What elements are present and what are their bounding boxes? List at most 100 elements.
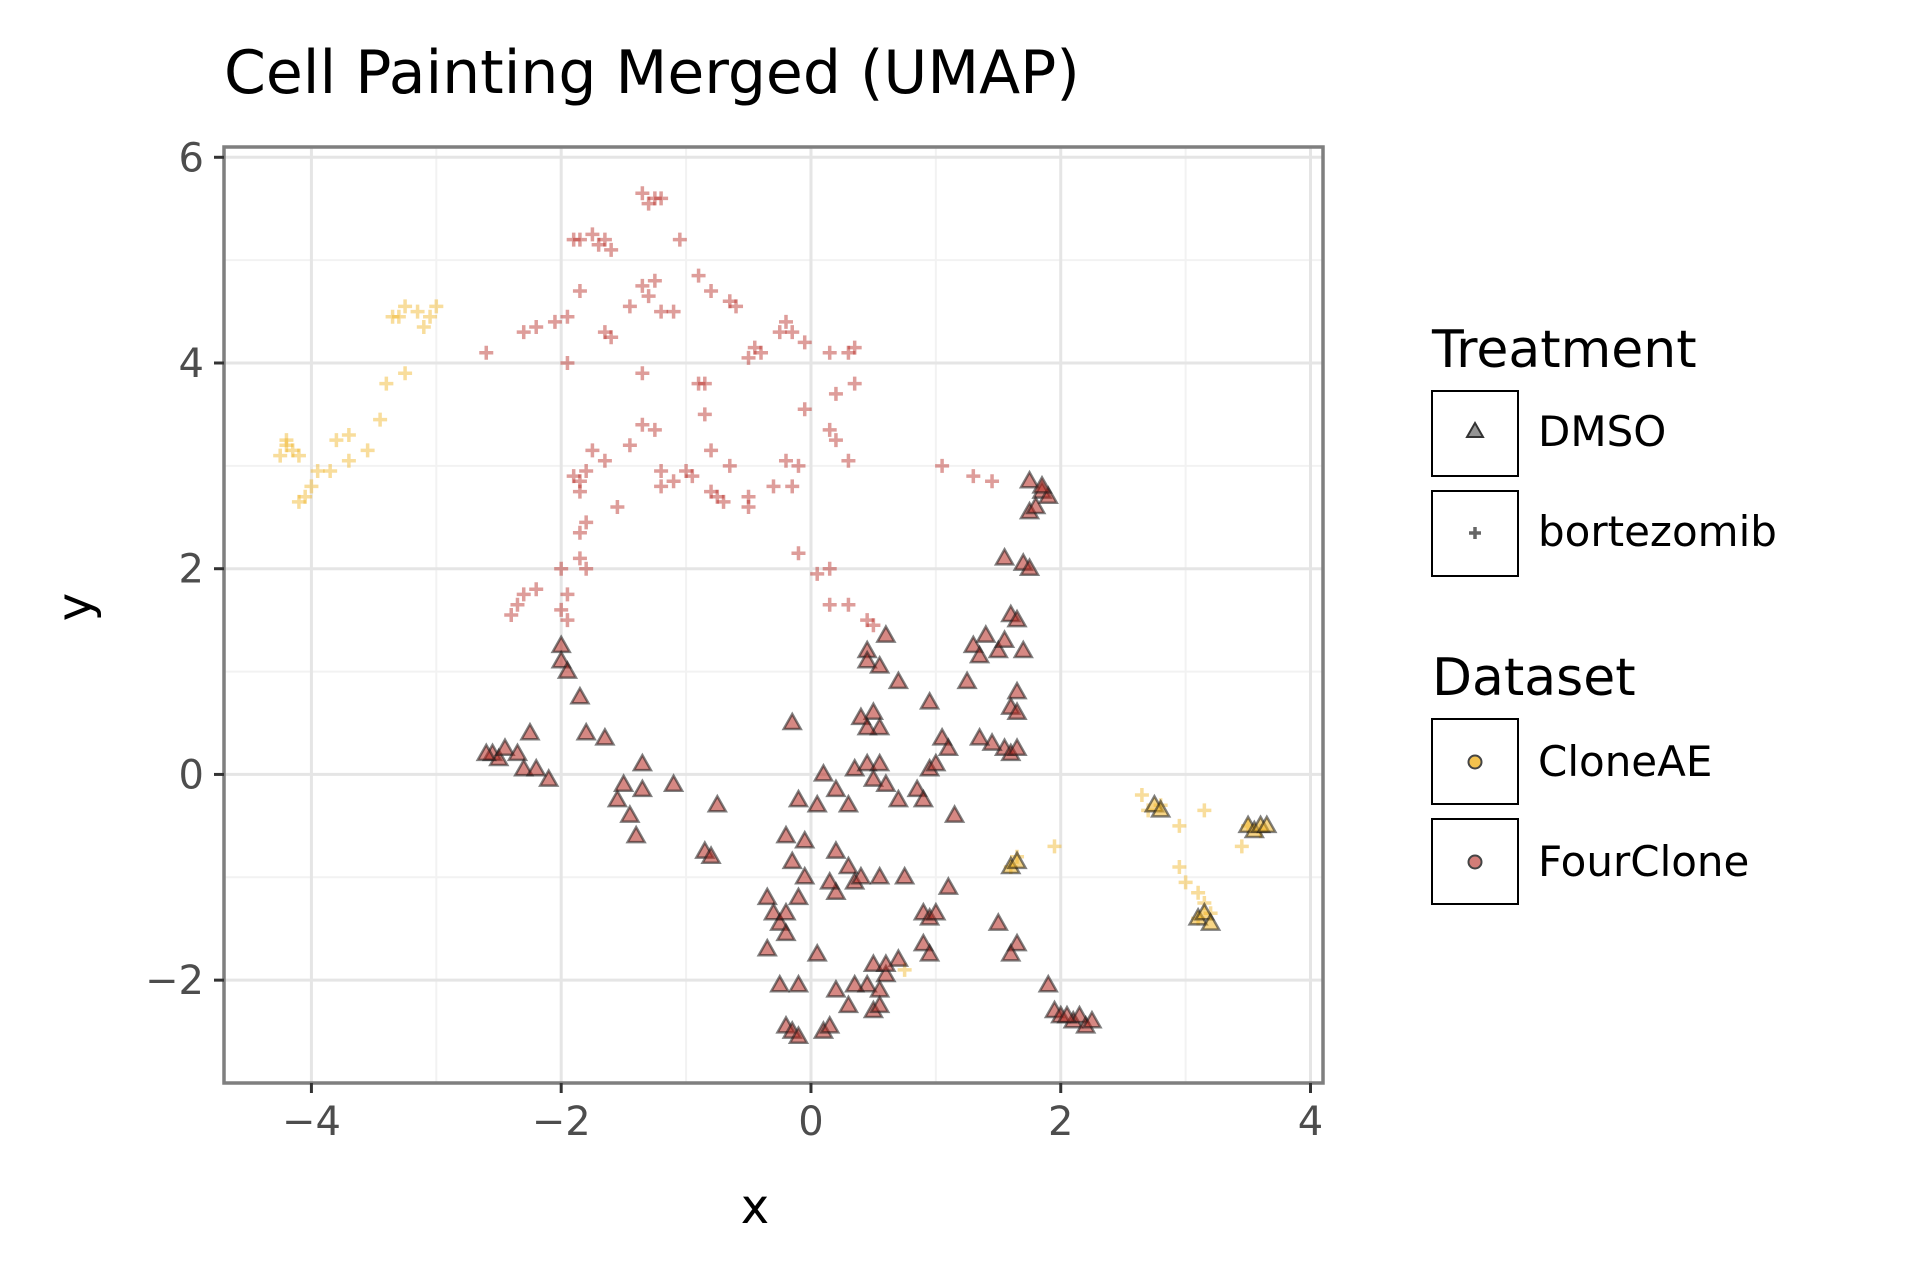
point-dmso-fourclone <box>862 953 885 972</box>
point-bortezomib-fourclone <box>935 458 950 473</box>
x-axis-title: x <box>741 1179 769 1235</box>
point-dmso-fourclone <box>869 994 891 1014</box>
point-dmso-fourclone <box>869 716 891 736</box>
point-dmso-fourclone <box>819 870 841 890</box>
point-bortezomib-fourclone <box>847 340 862 355</box>
point-dmso-fourclone <box>1068 1004 1091 1024</box>
point-dmso-fourclone <box>850 865 872 885</box>
point-dmso-fourclone <box>887 670 910 690</box>
point-dmso-fourclone <box>862 701 885 720</box>
x-tick-label: 2 <box>1048 1099 1073 1145</box>
plot-panel <box>222 145 1325 1085</box>
point-dmso-fourclone <box>893 865 916 885</box>
point-dmso-fourclone <box>700 845 722 864</box>
point-bortezomib-fourclone <box>847 376 862 391</box>
point-bortezomib-cloneae <box>341 428 356 442</box>
point-dmso-fourclone <box>519 721 541 741</box>
point-dmso-fourclone <box>931 726 953 746</box>
point-bortezomib-fourclone <box>647 273 662 288</box>
point-bortezomib-cloneae <box>1178 875 1193 890</box>
y-tick-label: 0 <box>179 752 204 798</box>
point-bortezomib-fourclone <box>822 422 837 437</box>
point-bortezomib-fourclone <box>791 458 806 473</box>
legend-title-dataset: Dataset <box>1432 648 1636 708</box>
point-dmso-fourclone <box>1056 1004 1078 1024</box>
point-dmso-fourclone <box>850 706 872 726</box>
x-tick-label: −2 <box>532 1099 591 1145</box>
point-dmso-fourclone <box>631 752 654 772</box>
point-bortezomib-fourclone <box>597 325 612 340</box>
point-bortezomib-fourclone <box>641 289 656 304</box>
point-bortezomib-fourclone <box>560 356 575 370</box>
point-dmso-fourclone <box>756 886 778 906</box>
point-bortezomib-cloneae <box>304 479 319 494</box>
panel-border <box>222 145 1325 1085</box>
point-dmso-fourclone <box>794 865 816 885</box>
point-bortezomib-fourclone <box>828 386 843 401</box>
point-dmso-fourclone <box>1025 495 1047 515</box>
triangle-marker-icon <box>1465 420 1485 438</box>
point-bortezomib-fourclone <box>622 299 637 314</box>
point-dmso-fourclone <box>887 948 910 967</box>
point-bortezomib-cloneae <box>398 299 413 314</box>
point-bortezomib-cloneae <box>279 433 294 448</box>
point-dmso-fourclone <box>662 773 685 792</box>
point-dmso-fourclone <box>968 644 991 664</box>
point-dmso-fourclone <box>993 629 1016 648</box>
point-dmso-fourclone <box>875 624 897 643</box>
point-dmso-fourclone <box>1037 485 1059 504</box>
point-bortezomib-fourclone <box>691 268 706 283</box>
point-dmso-fourclone <box>1006 608 1028 628</box>
point-dmso-fourclone <box>1037 973 1059 993</box>
point-bortezomib-fourclone <box>591 237 606 252</box>
point-dmso-fourclone <box>875 773 897 792</box>
panel-background <box>224 147 1323 1083</box>
point-bortezomib-fourclone <box>529 320 544 334</box>
point-bortezomib-cloneae <box>416 320 431 334</box>
point-dmso-fourclone <box>869 978 891 998</box>
y-tick-label: 2 <box>179 547 204 593</box>
point-bortezomib-fourclone <box>504 608 519 622</box>
point-dmso-fourclone <box>1006 701 1028 720</box>
point-dmso-fourclone <box>993 546 1016 566</box>
data-points <box>273 186 1278 1044</box>
legend-label-fourclone: FourClone <box>1538 837 1749 886</box>
point-dmso-fourclone <box>856 752 878 772</box>
point-dmso-cloneae <box>1006 850 1028 870</box>
grid-lines <box>224 147 1323 1083</box>
point-bortezomib-fourclone <box>797 402 812 417</box>
point-dmso-fourclone <box>962 634 984 654</box>
point-dmso-fourclone <box>769 973 791 993</box>
point-bortezomib-fourclone <box>704 443 719 458</box>
point-dmso-fourclone <box>1018 557 1041 576</box>
point-dmso-fourclone <box>769 912 791 931</box>
point-dmso-fourclone <box>1081 1009 1103 1029</box>
point-dmso-fourclone <box>619 804 641 823</box>
point-dmso-fourclone <box>869 865 891 885</box>
point-bortezomib-fourclone <box>822 597 837 612</box>
point-dmso-fourclone <box>806 942 828 962</box>
point-dmso-fourclone <box>538 768 560 787</box>
y-axis-title: y <box>47 593 103 621</box>
point-bortezomib-fourclone <box>704 484 719 499</box>
point-bortezomib-fourclone <box>641 196 656 211</box>
point-dmso-fourclone <box>918 690 941 710</box>
point-bortezomib-cloneae <box>279 438 294 453</box>
point-bortezomib-fourclone <box>866 618 881 633</box>
point-bortezomib-fourclone <box>791 546 806 561</box>
point-dmso-fourclone <box>987 639 1009 659</box>
legend-label-dmso: DMSO <box>1538 407 1666 456</box>
point-bortezomib-fourclone <box>716 494 731 509</box>
point-bortezomib-fourclone <box>841 597 856 612</box>
point-bortezomib-fourclone <box>654 464 669 478</box>
point-bortezomib-fourclone <box>635 278 650 293</box>
point-dmso-fourclone <box>787 973 810 993</box>
point-bortezomib-cloneae <box>385 309 400 324</box>
plus-marker-icon <box>1469 527 1481 539</box>
point-dmso-fourclone <box>550 649 572 669</box>
x-tick-label: 0 <box>798 1099 823 1145</box>
point-dmso-fourclone <box>787 1025 810 1044</box>
point-bortezomib-fourclone <box>579 515 594 530</box>
point-bortezomib-fourclone <box>604 242 619 257</box>
point-bortezomib-fourclone <box>654 191 669 206</box>
